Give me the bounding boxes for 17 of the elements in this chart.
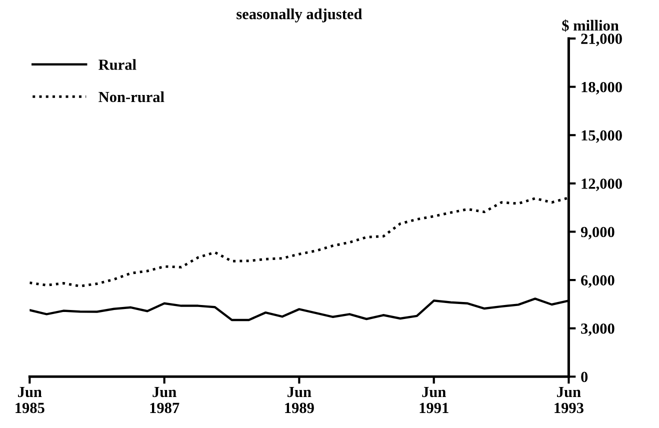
y-tick-label: 0 — [581, 372, 588, 382]
y-tick-label: 3,000 — [581, 323, 614, 336]
y-tick-label: 18,000 — [582, 82, 622, 94]
x-tick-label: Jun 1989 — [285, 386, 314, 414]
x-tick-label: Jun 1985 — [16, 386, 44, 414]
x-tick-label: Jun 1991 — [420, 386, 448, 414]
y-tick-label: 12,000 — [582, 178, 622, 192]
x-tick-label: Jun 1993 — [554, 386, 584, 414]
chart-title: seasonally adjusted — [236, 8, 362, 22]
y-axis-title: $ million — [562, 19, 619, 32]
y-tick-label: 15,000 — [582, 130, 622, 143]
x-tick-label: Jun 1987 — [150, 386, 180, 414]
y-tick-label: 6,000 — [581, 275, 614, 288]
y-tick-label: 21,000 — [581, 34, 622, 46]
legend-label: Non-rural — [98, 91, 164, 102]
legend-label: Rural — [98, 59, 136, 70]
y-tick-label: 9,000 — [580, 226, 614, 240]
